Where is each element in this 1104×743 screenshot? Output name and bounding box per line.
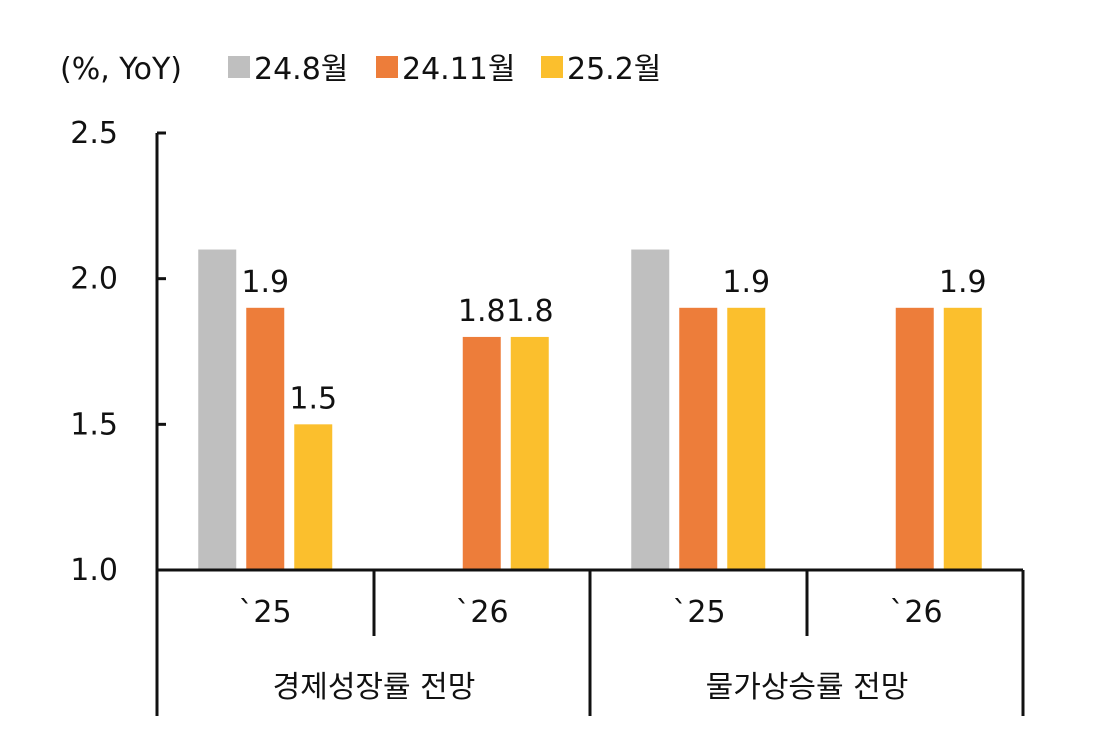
data-label-series2-cat1: 1.8 <box>506 294 554 329</box>
bar-series1-cat2 <box>679 307 718 570</box>
group-label-growth: 경제성장률 전망 <box>273 670 476 705</box>
bar-series1-cat1 <box>462 336 501 570</box>
y-tick-labels: 1.0 1.5 2.0 2.5 <box>70 116 118 588</box>
legend-swatch-24-11 <box>376 56 398 78</box>
bar-series2-cat3 <box>943 307 982 570</box>
legend-label-24-8: 24.8월 <box>254 52 348 87</box>
legend-label-25-2: 25.2월 <box>567 52 661 87</box>
bar-series2-cat0 <box>294 424 333 570</box>
axes <box>155 131 1025 716</box>
bars <box>198 249 982 571</box>
legend-label-24-11: 24.11월 <box>402 52 515 87</box>
data-label-series2-cat0: 1.5 <box>289 381 337 416</box>
unit-label: (%, YoY) <box>60 52 182 87</box>
data-label-series1-cat1: 1.8 <box>458 294 506 329</box>
y-tick-label-1: 1.5 <box>70 407 118 442</box>
category-label-growth-26: `26 <box>455 595 508 630</box>
bar-series0-cat2 <box>631 249 670 571</box>
data-labels: 1.9 1.5 1.8 1.8 1.9 1.9 <box>241 265 986 417</box>
y-tick-label-0: 1.0 <box>70 553 118 588</box>
data-label-series2-cat3: 1.9 <box>939 265 987 300</box>
group-label-inflation: 물가상승률 전망 <box>706 670 909 705</box>
data-label-series2-cat2: 1.9 <box>722 265 770 300</box>
category-label-inflation-25: `25 <box>672 595 725 630</box>
bar-series2-cat2 <box>727 307 766 570</box>
category-label-growth-25: `25 <box>238 595 291 630</box>
bar-series1-cat0 <box>246 307 285 570</box>
category-label-inflation-26: `26 <box>889 595 942 630</box>
data-label-series1-cat0: 1.9 <box>241 265 289 300</box>
bar-series1-cat3 <box>895 307 934 570</box>
legend: 24.8월 24.11월 25.2월 <box>228 52 661 87</box>
bar-series0-cat0 <box>198 249 237 571</box>
y-tick-label-3: 2.5 <box>70 116 118 151</box>
legend-swatch-25-2 <box>541 56 563 78</box>
bar-series2-cat1 <box>510 336 549 570</box>
y-tick-label-2: 2.0 <box>70 262 118 297</box>
legend-swatch-24-8 <box>228 56 250 78</box>
